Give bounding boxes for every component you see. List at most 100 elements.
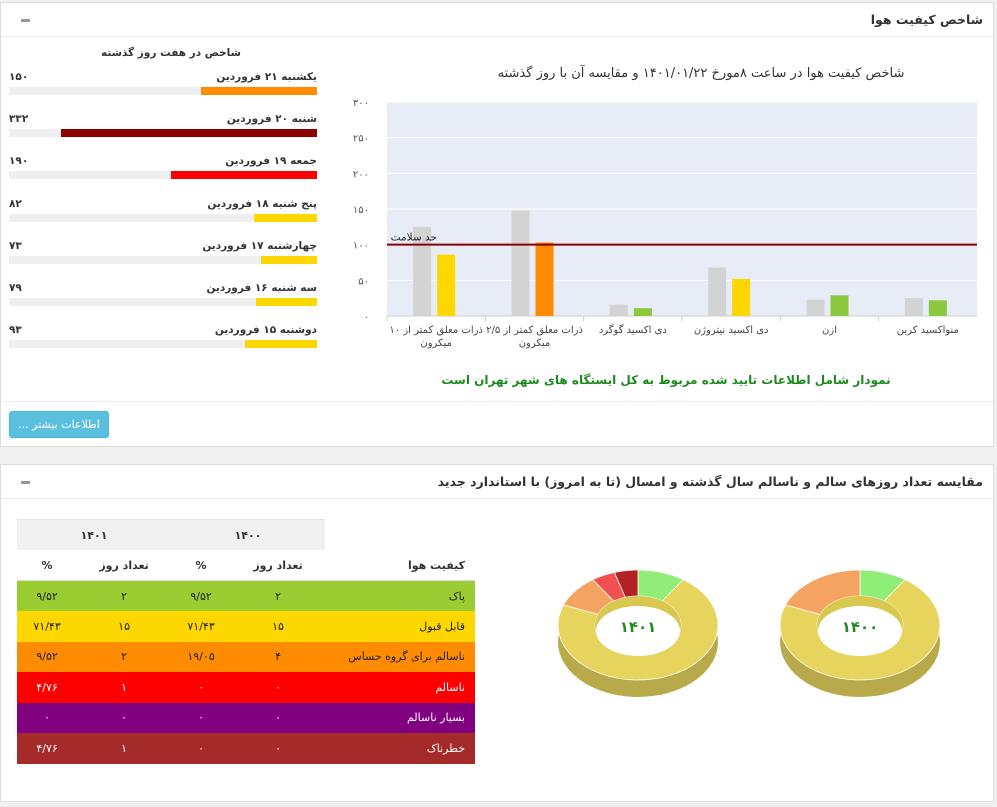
- divider: [1, 401, 993, 402]
- table-row: خطرناک ۰ ۰ ۱ ۴/۷۶: [17, 733, 475, 764]
- bar-current: [830, 295, 849, 316]
- column-header-row: کیفیت هوا تعداد روز% تعداد روز%: [17, 550, 475, 581]
- quality-label: خطرناک: [426, 741, 465, 755]
- donut-0: ۱۴۰۱: [557, 570, 719, 697]
- bar-current: [732, 278, 751, 316]
- panel-title: شاخص کیفیت هوا: [870, 12, 983, 27]
- days-1400: ۰: [275, 680, 282, 694]
- header-quality: کیفیت هوا: [325, 550, 475, 581]
- day-value: ۳۳۲: [9, 113, 29, 126]
- pct-1400: ۰: [198, 680, 205, 694]
- donut-hole: [596, 606, 680, 656]
- days-1400: ۴: [275, 650, 282, 664]
- day-value: ۹۳: [9, 324, 22, 337]
- day-bar-track: [9, 298, 317, 306]
- days-1401: ۱: [121, 680, 128, 694]
- collapse-icon[interactable]: [21, 481, 30, 484]
- day-row: سه شنبه ۱۶ فروردین ۷۹: [9, 282, 317, 308]
- x-category-label: دی اکسید نیتروژن: [694, 325, 769, 336]
- bar-current: [535, 242, 554, 316]
- healthy-days-panel: مقایسه تعداد روزهای سالم و ناسالم سال گذ…: [0, 464, 994, 802]
- x-category-label: دی اکسید گوگرد: [599, 324, 667, 336]
- panel-title: مقایسه تعداد روزهای سالم و ناسالم سال گذ…: [437, 474, 983, 489]
- day-label: پنج شنبه ۱۸ فروردین: [207, 197, 317, 210]
- quality-label: قابل قبول: [419, 619, 465, 633]
- bar-previous: [511, 210, 530, 316]
- pct-1401: ۴/۷۶: [36, 741, 58, 755]
- day-label: یکشنبه ۲۱ فروردین: [216, 71, 317, 83]
- day-bar: [61, 129, 317, 138]
- pollutant-bar-chart: ۰ ۵۰ ۱۰۰ ۱۵۰ ۲۰۰ ۲۵۰ ۳۰۰ منواکسید کربن ازن دی اکس…: [353, 98, 977, 349]
- panel-header: شاخص کیفیت هوا: [1, 3, 993, 37]
- days-1401: ۰: [121, 711, 128, 725]
- days-1400: ۰: [275, 711, 282, 725]
- day-value: ۷۹: [9, 282, 22, 294]
- day-bar-track: [9, 171, 317, 180]
- days-1401: ۲: [121, 589, 128, 603]
- day-bar: [170, 171, 317, 180]
- x-category-label: ازن: [822, 325, 837, 336]
- x-category-label: ذرات معلق کمتر از ۱۰: [389, 325, 482, 336]
- quality-label: ناسالم: [435, 680, 465, 694]
- pct-1401: ۹/۵۲: [36, 589, 58, 603]
- day-value: ۱۵۰: [9, 71, 29, 83]
- header-pct-1401: %: [17, 550, 78, 581]
- day-value: ۸۲: [9, 197, 22, 210]
- x-category-label: میکرون: [420, 338, 452, 349]
- day-row: شنبه ۲۰ فروردین ۳۳۲: [9, 113, 317, 139]
- bar-current: [928, 300, 947, 316]
- bar-previous: [413, 226, 432, 316]
- bar-current: [437, 254, 456, 316]
- pct-1400: ۹/۵۲: [190, 589, 212, 603]
- year-donut-charts: ۱۴۰۱ ۱۴۰۰: [557, 570, 941, 697]
- pct-1400: ۰: [198, 711, 205, 725]
- y-tick-label: ۲۰۰: [353, 169, 369, 180]
- pct-1401: ۴/۷۶: [36, 680, 58, 694]
- empty-cell: [325, 519, 475, 550]
- donut-year-label: ۱۴۰۰: [842, 618, 879, 636]
- days-1401: ۱۵: [118, 619, 130, 633]
- day-bar: [245, 340, 317, 349]
- donut-year-label: ۱۴۰۱: [620, 618, 657, 636]
- table-row: پاک ۲ ۹/۵۲ ۲ ۹/۵۲: [17, 580, 475, 611]
- day-bar: [260, 255, 317, 264]
- y-tick-label: ۰: [364, 312, 369, 323]
- day-label: چهارشنبه ۱۷ فروردین: [202, 239, 317, 252]
- days-1401: ۲: [121, 650, 128, 664]
- day-bar-track: [9, 129, 317, 138]
- x-category-label: منواکسید کربن: [897, 325, 959, 336]
- bar-previous: [806, 299, 825, 316]
- quality-label: پاک: [448, 589, 465, 603]
- table-row: قابل قبول ۱۵ ۷۱/۴۳ ۱۵ ۷۱/۴۳: [17, 611, 475, 642]
- day-label: دوشنبه ۱۵ فروردین: [214, 324, 317, 337]
- days-comparison-table: ۱۴۰۰ ۱۴۰۱ کیفیت هوا تعداد روز% تعداد روز% پاک…: [17, 519, 475, 764]
- year-header-row: ۱۴۰۰ ۱۴۰۱: [17, 519, 475, 550]
- day-row: یکشنبه ۲۱ فروردین ۱۵۰: [9, 71, 317, 97]
- y-tick-label: ۱۵۰: [353, 205, 369, 216]
- y-tick-label: ۳۰۰: [353, 98, 369, 109]
- more-info-button[interactable]: اطلاعات بیشتر ...: [9, 411, 109, 438]
- header-pct-1400: %: [171, 550, 232, 581]
- table-row: بسیار ناسالم ۰ ۰ ۰ ۰: [17, 702, 475, 733]
- chart-note: نمودار شامل اطلاعات تایید شده مربوط به ک…: [441, 373, 891, 387]
- day-label: شنبه ۲۰ فروردین: [226, 113, 317, 126]
- y-tick-label: ۲۵۰: [353, 134, 369, 145]
- day-bar-track: [9, 87, 317, 95]
- day-value: ۷۳: [9, 239, 22, 252]
- day-bar-track: [9, 255, 317, 264]
- table-row: ناسالم ۰ ۰ ۱ ۴/۷۶: [17, 672, 475, 703]
- header-days-1400: تعداد روز: [231, 550, 325, 581]
- day-bar-track: [9, 340, 317, 349]
- days-1400: ۰: [275, 741, 282, 755]
- pct-1400: ۷۱/۴۳: [187, 619, 215, 633]
- day-bar: [256, 298, 317, 306]
- header-days-1401: تعداد روز: [77, 550, 172, 581]
- year-1400: ۱۴۰۰: [171, 519, 325, 550]
- day-value: ۱۹۰: [9, 155, 29, 168]
- air-quality-panel: شاخص کیفیت هوا شاخص در هفت روز گذشته یکش…: [0, 2, 994, 447]
- pct-1401: ۰: [44, 711, 51, 725]
- days-1401: ۱: [121, 741, 128, 755]
- panel-header: مقایسه تعداد روزهای سالم و ناسالم سال گذ…: [1, 465, 993, 499]
- collapse-icon[interactable]: [21, 19, 30, 22]
- y-tick-label: ۱۰۰: [353, 241, 369, 252]
